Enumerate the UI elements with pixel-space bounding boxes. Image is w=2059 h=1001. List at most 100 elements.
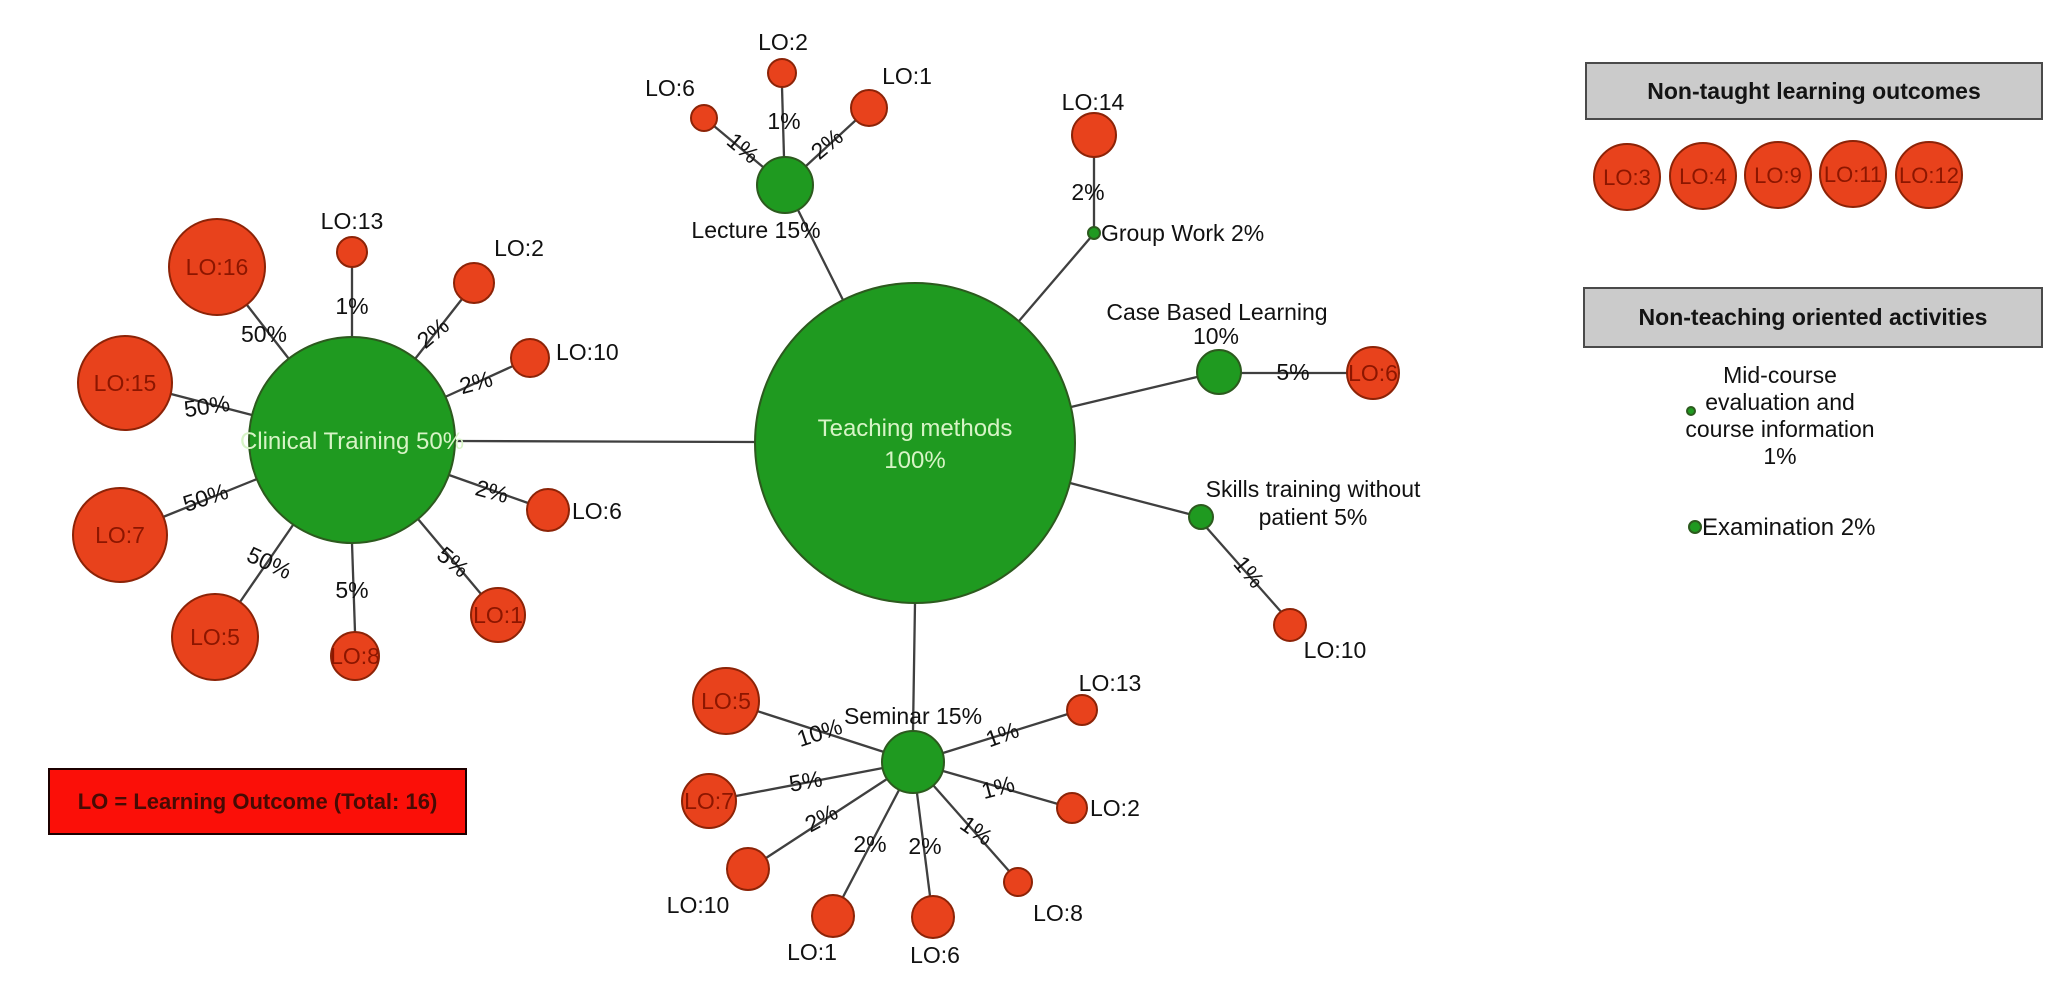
pct-clinical-lo6: 2% — [473, 474, 512, 508]
node-lo5-seminar-label: LO:5 — [701, 688, 751, 714]
node-lo1-seminar — [811, 894, 855, 938]
pct-seminar-lo2: 1% — [979, 770, 1018, 804]
node-lo1-lecture — [850, 89, 888, 127]
node-lo1-clinical — [470, 587, 526, 643]
edge-seminar-lo6 — [915, 792, 932, 897]
edge-clinical-lo10 — [444, 364, 514, 399]
legend-midcourse-line2: evaluation and — [1705, 389, 1855, 415]
node-lo9-legend — [1744, 141, 1812, 209]
label-lo13-clinical: LO:13 — [321, 208, 384, 234]
label-lo6-seminar: LO:6 — [910, 942, 960, 968]
node-group-work — [1087, 226, 1101, 240]
node-lo12-legend — [1895, 141, 1963, 209]
node-lo13-seminar — [1066, 694, 1098, 726]
label-lo8-seminar: LO:8 — [1033, 900, 1083, 926]
node-lo6-cbl — [1346, 346, 1400, 400]
node-lo8-clinical — [330, 631, 380, 681]
node-lo15-clinical-label: LO:15 — [94, 370, 157, 396]
node-lo7-seminar-label: LO:7 — [684, 788, 734, 814]
node-lo10-clinical — [510, 338, 550, 378]
node-lo6-lecture — [690, 104, 718, 132]
pct-seminar-lo5: 10% — [794, 713, 846, 752]
edge-seminar-lo5 — [756, 709, 885, 754]
non-taught-outcomes-header: Non-taught learning outcomes — [1585, 62, 2043, 120]
edge-skills-lo10 — [1205, 526, 1284, 615]
node-lo6-clinical — [526, 488, 570, 532]
label-lo6-clinical: LO:6 — [572, 498, 622, 524]
pct-seminar-lo1: 2% — [853, 831, 886, 857]
node-lo16-clinical-label: LO:16 — [186, 254, 249, 280]
edge-teaching-lecture — [796, 209, 845, 301]
label-lo2-lecture: LO:2 — [758, 29, 808, 55]
node-lo3-legend-label: LO:3 — [1603, 165, 1651, 190]
edge-lecture-lo1 — [805, 119, 857, 167]
node-lo2-seminar — [1056, 792, 1088, 824]
node-lo11-legend — [1819, 140, 1887, 208]
label-lo14: LO:14 — [1062, 89, 1125, 115]
label-lecture: Lecture 15% — [691, 217, 820, 243]
legend-midcourse-line4: 1% — [1763, 443, 1796, 469]
lo-key-box: LO = Learning Outcome (Total: 16) — [48, 768, 467, 835]
pct-seminar-lo13: 1% — [982, 717, 1022, 753]
label-lo2-seminar: LO:2 — [1090, 795, 1140, 821]
edge-clinical-lo2 — [414, 298, 463, 360]
node-lo1-clinical-label: LO:1 — [473, 602, 523, 628]
label-lo2-clinical: LO:2 — [494, 235, 544, 261]
node-examination-dot — [1688, 520, 1702, 534]
edge-seminar-lo13 — [942, 712, 1069, 755]
edge-seminar-lo10 — [765, 778, 888, 859]
pct-clinical-lo1: 5% — [432, 541, 474, 582]
legend-examination: Examination 2% — [1702, 514, 1875, 541]
pct-clinical-lo5: 50% — [243, 541, 296, 584]
node-clinical-training — [248, 336, 456, 544]
label-lo10-clinical: LO:10 — [556, 339, 619, 365]
edge-clinical-lo6 — [448, 473, 529, 505]
pct-groupwork-lo14: 2% — [1071, 179, 1104, 205]
label-groupwork: Group Work 2% — [1101, 220, 1264, 246]
edge-seminar-lo1 — [841, 789, 901, 898]
node-teaching-methods-label: Teaching methods — [818, 415, 1013, 442]
pct-clinical-lo13: 1% — [335, 293, 368, 319]
edge-clinical-lo7 — [162, 477, 258, 519]
pct-seminar-lo6: 2% — [908, 833, 941, 859]
node-lo16-clinical — [168, 218, 266, 316]
node-lo13-clinical — [336, 236, 368, 268]
edge-clinical-lo8 — [350, 542, 357, 633]
node-teaching-methods-label: 100% — [884, 447, 945, 474]
pct-clinical-lo16: 50% — [241, 321, 287, 347]
pct-seminar-lo7: 5% — [787, 765, 824, 796]
node-teaching-methods — [754, 282, 1076, 604]
label-lo13-seminar: LO:13 — [1079, 670, 1142, 696]
node-lo10-seminar — [726, 847, 770, 891]
edge-teaching-seminar — [911, 602, 917, 732]
pct-cbl-lo6: 5% — [1276, 359, 1309, 385]
edge-teaching-cbl — [1070, 375, 1198, 409]
node-lo6-seminar — [911, 895, 955, 939]
edge-seminar-lo7 — [735, 766, 884, 798]
label-lo1-seminar: LO:1 — [787, 939, 837, 965]
node-lo3-legend — [1593, 143, 1661, 211]
edge-lecture-lo6 — [713, 125, 764, 168]
pct-lecture-lo1: 2% — [806, 123, 848, 164]
label-cbl-line2: 10% — [1193, 323, 1239, 349]
node-lo5-seminar — [692, 667, 760, 735]
node-lo12-legend-label: LO:12 — [1899, 163, 1959, 188]
node-lo5-clinical-label: LO:5 — [190, 624, 240, 650]
label-lo1-lecture: LO:1 — [882, 63, 932, 89]
node-lo14 — [1071, 112, 1117, 158]
pct-clinical-lo7: 50% — [180, 478, 232, 517]
edge-clinical-lo1 — [417, 518, 482, 595]
edge-teaching-clinical — [454, 439, 756, 444]
label-lo10-skills: LO:10 — [1304, 637, 1367, 663]
node-seminar — [881, 730, 945, 794]
node-lo4-legend — [1669, 142, 1737, 210]
edge-seminar-lo8 — [932, 784, 1010, 872]
node-case-based-learning — [1196, 349, 1242, 395]
node-lo10-skills — [1273, 608, 1307, 642]
edge-clinical-lo15 — [170, 392, 253, 417]
node-skills-training — [1188, 504, 1214, 530]
node-lo7-seminar — [681, 773, 737, 829]
label-skills-line2: patient 5% — [1259, 504, 1368, 530]
